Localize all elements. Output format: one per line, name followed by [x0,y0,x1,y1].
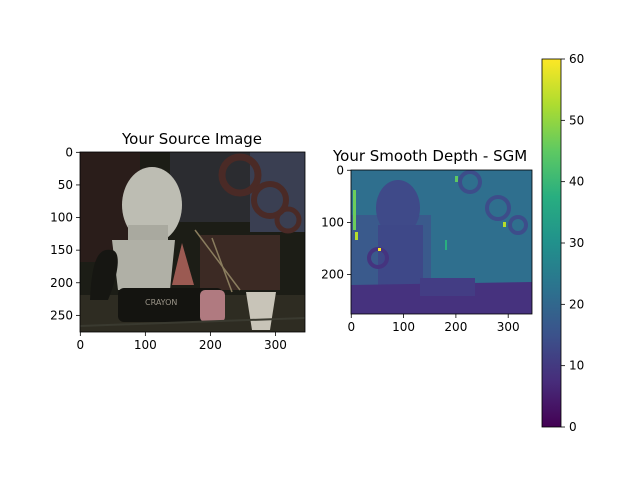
source-x-tick-label: 100 [134,338,157,352]
source-y-tick-label: 150 [50,243,73,257]
depth-x-tick-label: 0 [347,320,355,334]
source-image: CRAYON [80,152,305,332]
source-x-tick-label: 0 [77,338,85,352]
colorbar-tick-label: 30 [569,236,584,250]
depth-x-tick-label: 100 [392,320,415,334]
depth-x-tick-label: 200 [444,320,467,334]
depth-map [351,170,532,314]
colorbar-tick-label: 0 [569,420,577,434]
colorbar-gradient [542,59,561,427]
source-image-axes: 0 100 200 300 0 50 100 150 200 250 [50,145,287,352]
colorbar-tick-label: 20 [569,297,584,311]
depth-y-tick-label: 0 [336,163,344,177]
depth-map-title: Your Smooth Depth - SGM [332,147,527,165]
depth-map-axes: 0 100 200 300 0 100 200 [321,163,520,334]
source-x-tick-label: 200 [199,338,222,352]
colorbar: 0 10 20 30 40 50 60 [541,52,584,434]
source-y-tick-label: 100 [50,211,73,225]
colorbar-tick-label: 50 [569,113,584,127]
depth-x-tick-label: 300 [497,320,520,334]
depth-y-tick-label: 200 [321,268,344,282]
source-y-tick-label: 50 [58,178,73,192]
depth-y-tick-label: 100 [321,215,344,229]
svg-text:CRAYON: CRAYON [145,298,177,307]
source-y-tick-label: 200 [50,276,73,290]
source-image-panel: Your Source Image [50,130,306,352]
colorbar-tick-label: 60 [569,52,584,66]
colorbar-ticks: 0 10 20 30 40 50 60 [561,52,584,434]
source-image-title: Your Source Image [121,130,262,148]
source-y-tick-label: 250 [50,308,73,322]
colorbar-tick-label: 40 [569,175,584,189]
depth-map-panel: Your Smooth Depth - SGM 0 100 200 300 [321,147,533,334]
source-x-tick-label: 300 [264,338,287,352]
colorbar-tick-label: 10 [569,359,584,373]
source-y-tick-label: 0 [65,145,73,159]
